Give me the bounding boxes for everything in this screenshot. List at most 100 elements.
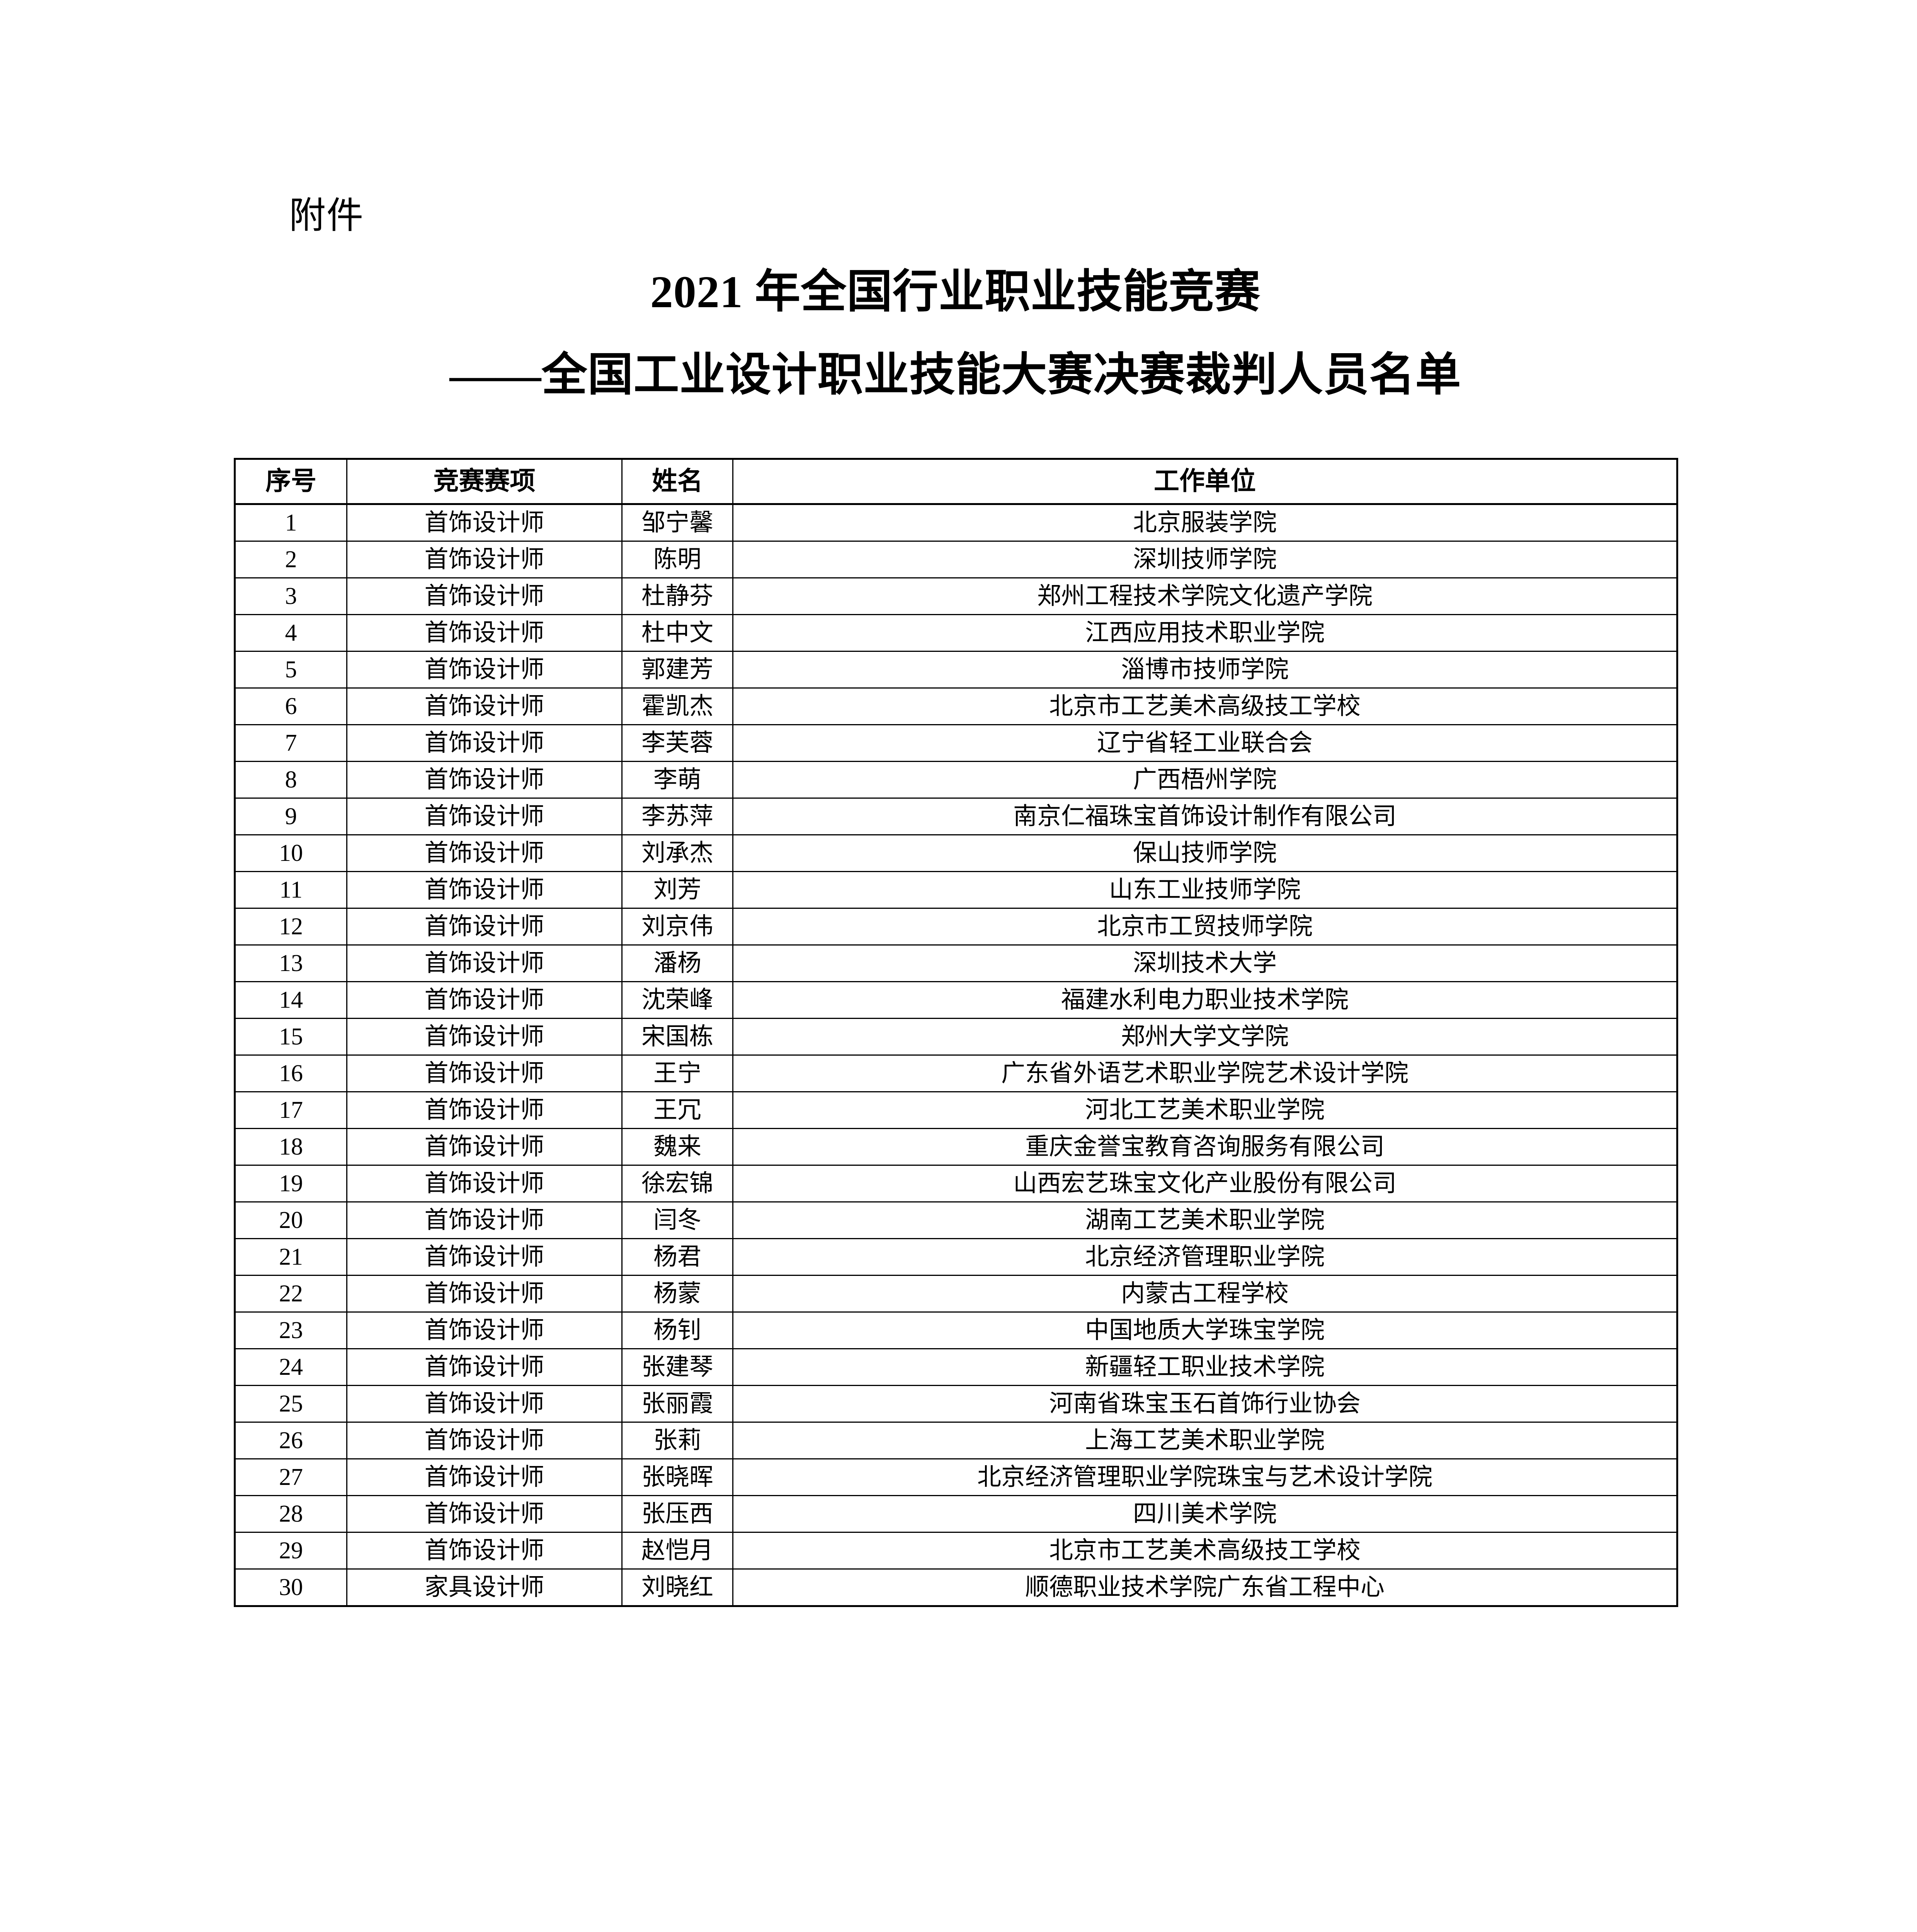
table-row: 26 首饰设计师 张莉 上海工艺美术职业学院 [234,1422,1678,1459]
table-row: 10 首饰设计师 刘承杰 保山技师学院 [234,834,1678,872]
table-row: 1 首饰设计师 邹宁馨 北京服装学院 [234,503,1678,542]
cell-work-unit: 山东工业技师学院 [732,871,1678,909]
cell-judge-name: 杨钊 [621,1311,733,1349]
cell-work-unit: 湖南工艺美术职业学院 [732,1201,1678,1239]
cell-competition-event: 首饰设计师 [346,871,623,909]
table-row: 19 首饰设计师 徐宏锦 山西宏艺珠宝文化产业股份有限公司 [234,1165,1678,1202]
cell-judge-name: 刘京伟 [621,908,733,946]
cell-judge-name: 张晓晖 [621,1458,733,1496]
cell-competition-event: 首饰设计师 [346,798,623,835]
cell-work-unit: 北京市工贸技师学院 [732,908,1678,946]
table-row: 12 首饰设计师 刘京伟 北京市工贸技师学院 [234,908,1678,946]
table-row: 16 首饰设计师 王宁 广东省外语艺术职业学院艺术设计学院 [234,1054,1678,1092]
cell-serial-number: 10 [234,834,347,872]
cell-competition-event: 首饰设计师 [346,1054,623,1092]
cell-work-unit: 郑州大学文学院 [732,1018,1678,1056]
table-row: 20 首饰设计师 闫冬 湖南工艺美术职业学院 [234,1201,1678,1239]
cell-serial-number: 20 [234,1201,347,1239]
cell-judge-name: 刘承杰 [621,834,733,872]
table-row: 29 首饰设计师 赵恺月 北京市工艺美术高级技工学校 [234,1532,1678,1570]
cell-serial-number: 1 [234,503,347,542]
cell-work-unit: 河南省珠宝玉石首饰行业协会 [732,1385,1678,1423]
cell-competition-event: 首饰设计师 [346,1458,623,1496]
cell-competition-event: 首饰设计师 [346,651,623,689]
cell-judge-name: 王冗 [621,1091,733,1129]
cell-judge-name: 李苏萍 [621,798,733,835]
cell-work-unit: 重庆金誉宝教育咨询服务有限公司 [732,1128,1678,1166]
cell-serial-number: 19 [234,1165,347,1202]
table-row: 21 首饰设计师 杨君 北京经济管理职业学院 [234,1238,1678,1276]
cell-work-unit: 内蒙古工程学校 [732,1275,1678,1313]
cell-competition-event: 首饰设计师 [346,1201,623,1239]
table-body: 1 首饰设计师 邹宁馨 北京服装学院 2 首饰设计师 陈明 深圳技师学院 3 首饰设计师 杜静芬 郑州… [234,503,1678,1607]
column-header-name: 姓名 [621,458,733,505]
cell-work-unit: 新疆轻工职业技术学院 [732,1348,1678,1386]
judges-table-container: 序号 竞赛赛项 姓名 工作单位 1 首饰设计师 邹宁馨 北京服装学院 2 首饰设计师 陈明深… [234,458,1678,1607]
cell-work-unit: 深圳技师学院 [732,541,1678,578]
table-row: 25 首饰设计师 张丽霞 河南省珠宝玉石首饰行业协会 [234,1385,1678,1423]
cell-serial-number: 25 [234,1385,347,1423]
cell-serial-number: 26 [234,1422,347,1459]
cell-competition-event: 首饰设计师 [346,1311,623,1349]
table-row: 23 首饰设计师 杨钊 中国地质大学珠宝学院 [234,1311,1678,1349]
cell-competition-event: 首饰设计师 [346,1275,623,1313]
cell-competition-event: 首饰设计师 [346,577,623,615]
column-header-no: 序号 [234,458,347,505]
cell-serial-number: 30 [234,1568,347,1607]
table-row: 5 首饰设计师 郭建芳 淄博市技师学院 [234,651,1678,689]
cell-work-unit: 郑州工程技术学院文化遗产学院 [732,577,1678,615]
table-row: 11 首饰设计师 刘芳 山东工业技师学院 [234,871,1678,909]
cell-competition-event: 首饰设计师 [346,1091,623,1129]
cell-work-unit: 河北工艺美术职业学院 [732,1091,1678,1129]
cell-competition-event: 首饰设计师 [346,1495,623,1533]
table-row: 17 首饰设计师 王冗 河北工艺美术职业学院 [234,1091,1678,1129]
cell-work-unit: 北京经济管理职业学院珠宝与艺术设计学院 [732,1458,1678,1496]
cell-work-unit: 中国地质大学珠宝学院 [732,1311,1678,1349]
table-row: 14 首饰设计师 沈荣峰 福建水利电力职业技术学院 [234,981,1678,1019]
cell-work-unit: 辽宁省轻工业联合会 [732,724,1678,762]
cell-competition-event: 首饰设计师 [346,541,623,578]
cell-judge-name: 宋国栋 [621,1018,733,1056]
cell-serial-number: 2 [234,541,347,578]
cell-competition-event: 首饰设计师 [346,687,623,725]
cell-judge-name: 刘芳 [621,871,733,909]
cell-serial-number: 5 [234,651,347,689]
cell-serial-number: 16 [234,1054,347,1092]
cell-competition-event: 首饰设计师 [346,1128,623,1166]
attachment-label: 附件 [289,195,364,236]
cell-work-unit: 淄博市技师学院 [732,651,1678,689]
table-row: 9 首饰设计师 李苏萍 南京仁福珠宝首饰设计制作有限公司 [234,798,1678,835]
cell-serial-number: 8 [234,761,347,799]
cell-competition-event: 首饰设计师 [346,1348,623,1386]
cell-judge-name: 邹宁馨 [621,503,733,542]
table-row: 6 首饰设计师 霍凯杰 北京市工艺美术高级技工学校 [234,687,1678,725]
cell-competition-event: 首饰设计师 [346,1385,623,1423]
cell-serial-number: 17 [234,1091,347,1129]
cell-judge-name: 闫冬 [621,1201,733,1239]
cell-competition-event: 首饰设计师 [346,1018,623,1056]
cell-serial-number: 28 [234,1495,347,1533]
table-row: 3 首饰设计师 杜静芬 郑州工程技术学院文化遗产学院 [234,577,1678,615]
cell-competition-event: 首饰设计师 [346,908,623,946]
cell-serial-number: 6 [234,687,347,725]
table-row: 27 首饰设计师 张晓晖 北京经济管理职业学院珠宝与艺术设计学院 [234,1458,1678,1496]
cell-serial-number: 18 [234,1128,347,1166]
cell-judge-name: 赵恺月 [621,1532,733,1570]
cell-judge-name: 霍凯杰 [621,687,733,725]
cell-work-unit: 北京经济管理职业学院 [732,1238,1678,1276]
cell-serial-number: 11 [234,871,347,909]
cell-work-unit: 北京服装学院 [732,503,1678,542]
cell-competition-event: 首饰设计师 [346,614,623,652]
cell-judge-name: 张建琴 [621,1348,733,1386]
cell-competition-event: 首饰设计师 [346,1532,623,1570]
cell-work-unit: 上海工艺美术职业学院 [732,1422,1678,1459]
cell-judge-name: 李芙蓉 [621,724,733,762]
cell-competition-event: 首饰设计师 [346,944,623,982]
table-row: 30 家具设计师 刘晓红 顺德职业技术学院广东省工程中心 [234,1568,1678,1607]
cell-judge-name: 张压西 [621,1495,733,1533]
cell-serial-number: 21 [234,1238,347,1276]
cell-competition-event: 家具设计师 [346,1568,623,1607]
cell-work-unit: 北京市工艺美术高级技工学校 [732,687,1678,725]
cell-work-unit: 江西应用技术职业学院 [732,614,1678,652]
table-row: 28 首饰设计师 张压西 四川美术学院 [234,1495,1678,1533]
